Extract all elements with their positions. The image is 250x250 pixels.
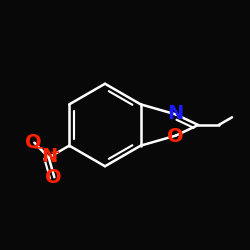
Text: N: N: [168, 104, 184, 122]
Text: O: O: [45, 168, 62, 187]
Text: O: O: [25, 133, 42, 152]
Text: −: −: [32, 141, 44, 155]
Text: O: O: [168, 128, 184, 146]
Text: N: N: [41, 147, 58, 166]
Text: +: +: [49, 146, 60, 158]
